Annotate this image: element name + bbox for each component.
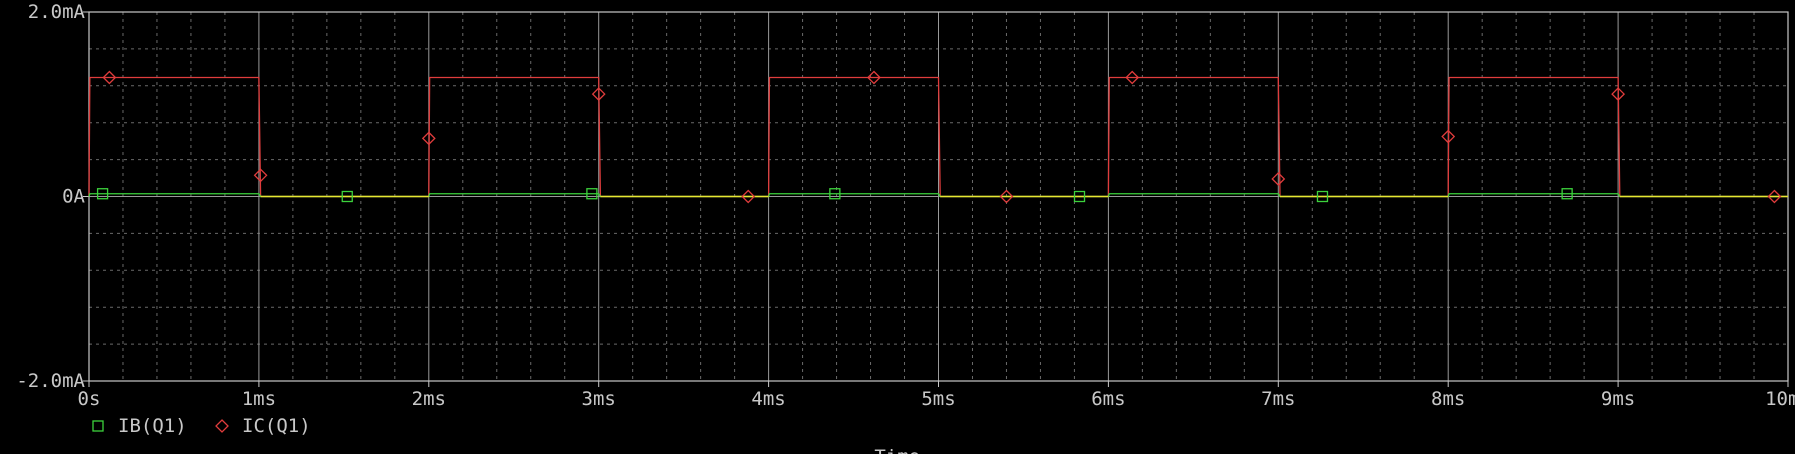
ib-q1-marker [829,188,841,200]
x-tick-label: 2ms [412,388,446,410]
legend-marker [215,419,229,433]
x-tick-label: 3ms [582,388,616,410]
tick-labels: 0s 1ms 2ms 3ms 4ms 5ms 6ms 7ms 8ms 9ms 10ms -2.0mA 0… [16,1,1795,410]
y-tick-label: 0A [62,186,85,208]
ic-q1-marker [1125,70,1140,85]
ib-q1-marker [1073,190,1086,203]
trace-markers [96,70,1782,204]
x-axis-label: Time [874,446,920,454]
legend: IB(Q1) IC(Q1) [92,415,311,437]
legend-marker [92,420,104,432]
x-tick-label: 9ms [1601,388,1635,410]
legend-label: IC(Q1) [242,415,311,437]
ic-q1-marker [1611,87,1626,102]
ic-q1-marker [741,189,756,204]
ic-q1-marker [999,189,1014,204]
ic-q1-marker [867,70,881,85]
ic-q1-marker [1441,129,1456,144]
ic-q1-marker [1271,172,1286,186]
x-tick-label: 6ms [1091,388,1125,410]
traces [88,76,1788,198]
ic-q1-marker [1767,189,1782,204]
ib-q1-marker [586,188,598,200]
x-tick-label: 5ms [921,388,955,410]
ib-q1-marker [96,188,109,200]
y-tick-label: -2.0mA [16,370,85,392]
y-tick-label: 2.0mA [28,1,86,23]
x-tick-label: 7ms [1261,388,1295,410]
x-tick-label: 4ms [751,388,785,410]
legend-label: IB(Q1) [118,415,187,437]
ib-q1-marker [341,190,353,203]
x-tick-label: 8ms [1431,388,1465,410]
ib-q1-marker [1316,190,1329,203]
x-tick-label: 10ms [1765,388,1795,410]
x-tick-label: 1ms [242,388,276,410]
ic-q1-marker [591,87,606,102]
ic-q1-marker [102,70,117,85]
x-tick-label: 0s [78,388,101,410]
ic-q1-marker [421,131,436,146]
ib-q1-marker [1561,188,1573,200]
ic-q1-marker [253,168,268,183]
